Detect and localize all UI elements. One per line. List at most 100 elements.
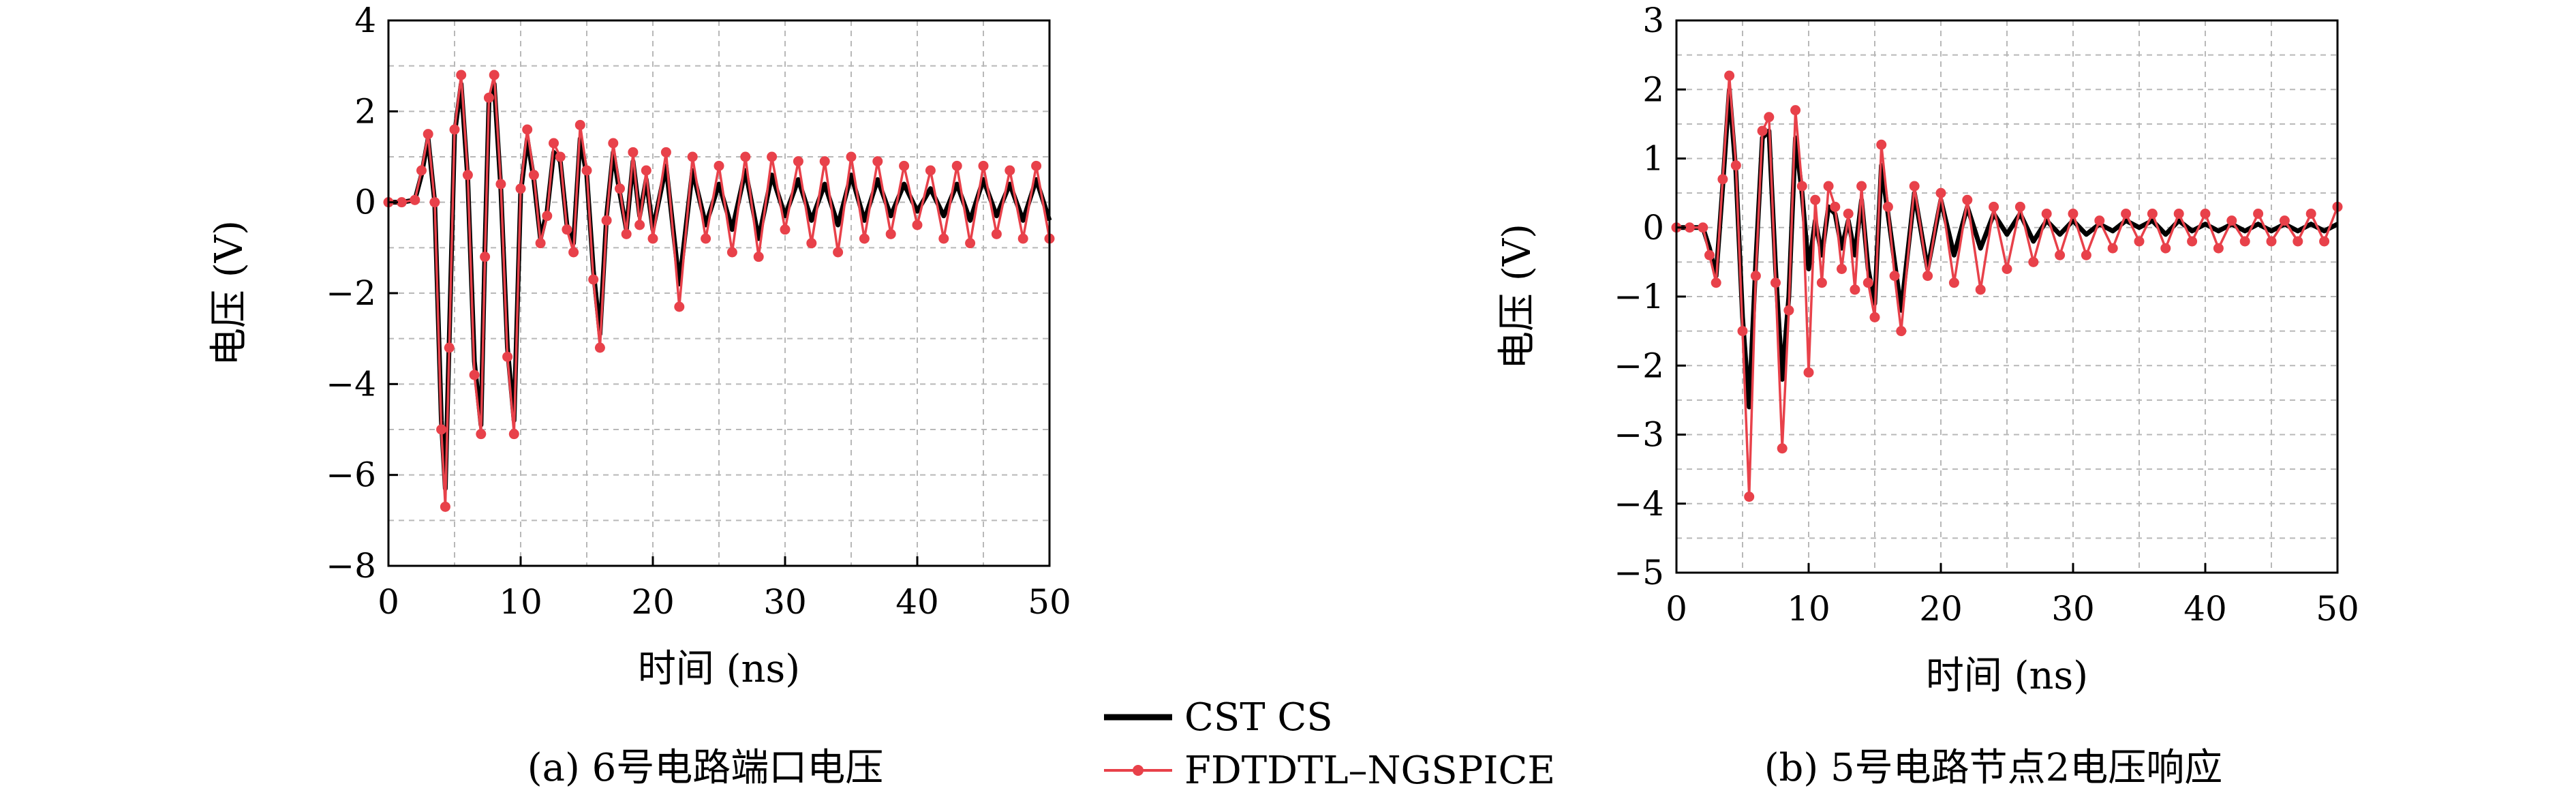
data-point	[1856, 181, 1867, 192]
legend-label-cst-cs: CST CS	[1184, 695, 1333, 740]
data-point	[594, 342, 605, 353]
data-point	[628, 147, 639, 157]
data-point	[528, 170, 539, 181]
data-point	[1737, 326, 1748, 337]
legend-marker-fdtdtl-ngspice	[1133, 765, 1144, 776]
data-point	[502, 351, 513, 362]
data-point	[2239, 236, 2250, 247]
x-tick-label: 10	[499, 582, 542, 622]
data-point	[767, 151, 778, 162]
x-tick-label: 30	[2051, 589, 2095, 629]
chart-a-series-layer	[383, 70, 1055, 512]
data-point	[1830, 201, 1841, 212]
data-point	[568, 247, 579, 258]
y-tick-label: 2	[1642, 70, 1664, 109]
data-point	[1876, 139, 1887, 150]
data-point	[476, 429, 487, 440]
data-point	[1698, 222, 1708, 233]
data-point	[1882, 201, 1893, 212]
y-tick-label: −4	[1614, 484, 1664, 524]
data-point	[423, 129, 433, 140]
data-point	[2147, 209, 2158, 219]
data-point	[753, 252, 764, 262]
data-point	[1909, 181, 1920, 192]
data-point	[1948, 277, 1959, 288]
x-tick-label: 40	[895, 582, 939, 622]
data-point	[1823, 181, 1834, 192]
data-point	[562, 224, 572, 235]
data-point	[2266, 236, 2277, 247]
data-point	[806, 238, 817, 249]
data-point	[859, 233, 870, 244]
legend-label-fdtdtl-ngspice: FDTDTL–NGSPICE	[1184, 749, 1555, 793]
data-point	[925, 165, 936, 176]
y-tick-label: −4	[326, 364, 376, 404]
data-point	[1850, 284, 1860, 295]
y-tick-label: 4	[354, 1, 376, 40]
data-point	[1744, 492, 1755, 502]
chart-a-ylabel: 电压 (V)	[207, 220, 251, 366]
data-point	[1796, 181, 1807, 192]
data-point	[555, 151, 566, 162]
data-point	[991, 228, 1002, 239]
data-point	[588, 274, 599, 285]
data-point	[480, 252, 491, 262]
data-point	[2121, 209, 2132, 219]
data-point	[522, 124, 533, 135]
data-point	[549, 138, 559, 149]
data-point	[444, 342, 455, 353]
chart-a-xlabel: 时间 (ns)	[638, 647, 800, 691]
data-point	[489, 70, 500, 80]
data-point	[846, 151, 857, 162]
data-point	[2041, 209, 2052, 219]
data-point	[951, 160, 962, 171]
data-point	[885, 228, 896, 239]
data-point	[2279, 215, 2290, 226]
data-point	[1777, 443, 1788, 454]
data-point	[1810, 194, 1821, 205]
data-point	[1816, 277, 1827, 288]
y-tick-label: 1	[1642, 139, 1664, 179]
data-point	[2319, 236, 2330, 247]
data-point	[674, 301, 685, 312]
data-point	[574, 119, 585, 130]
data-point	[780, 224, 791, 235]
y-tick-label: −2	[1614, 346, 1664, 385]
data-point	[1896, 326, 1907, 337]
y-tick-label: 3	[1642, 1, 1664, 40]
chart-b-ticks: 0 10 20 30 40 50 −5 −4 −3 −2 −1 0 1 2 3	[1614, 1, 2359, 629]
data-point	[1757, 125, 1768, 136]
data-point	[1962, 194, 1973, 205]
data-point	[2305, 209, 2316, 219]
data-point	[508, 429, 519, 440]
data-point	[436, 424, 447, 435]
data-point	[483, 92, 494, 103]
data-point	[581, 165, 592, 176]
data-point	[1750, 271, 1761, 282]
data-point	[1017, 233, 1028, 244]
data-point	[1704, 250, 1715, 260]
y-tick-label: 0	[1642, 208, 1664, 247]
data-point	[396, 197, 407, 208]
data-point	[1862, 277, 1873, 288]
data-point	[449, 124, 460, 135]
chart-b-caption: (b) 5号电路节点2电压响应	[1764, 746, 2223, 790]
data-point	[440, 501, 450, 512]
data-point	[410, 194, 420, 205]
data-point	[819, 156, 830, 167]
x-tick-label: 20	[631, 582, 675, 622]
data-point	[1803, 367, 1814, 378]
data-point	[1790, 105, 1801, 116]
data-point	[872, 156, 883, 167]
data-point	[1837, 264, 1847, 274]
data-point	[1005, 165, 1015, 176]
data-point	[495, 179, 506, 190]
data-point	[833, 247, 844, 258]
y-tick-label: −2	[326, 273, 376, 313]
chart-a-grid	[388, 20, 1050, 567]
data-point	[621, 228, 632, 239]
chart-a: 0 10 20 30 40 50 −8 −6 −4 −2 0 2 4 时间 (ns) 电压 (V) (a…	[207, 1, 1071, 790]
data-point	[1770, 277, 1781, 288]
y-tick-label: −6	[326, 455, 376, 495]
data-point	[1922, 271, 1933, 282]
